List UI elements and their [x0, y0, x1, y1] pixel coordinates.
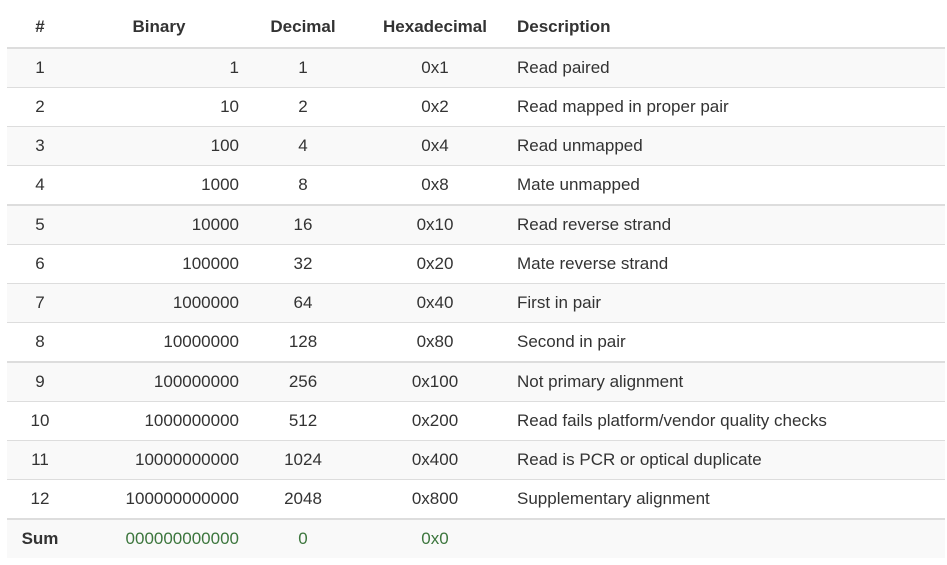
table-header: # Binary Decimal Hexadecimal Description	[7, 7, 945, 49]
sum-description-empty	[509, 518, 945, 558]
header-description: Description	[509, 7, 945, 49]
cell-hex: 0x800	[361, 479, 509, 519]
cell-hex: 0x1	[361, 47, 509, 88]
cell-num: 7	[7, 283, 73, 323]
table-row[interactable]: 10 1000000000 512 0x200 Read fails platf…	[7, 401, 945, 441]
cell-num: 10	[7, 401, 73, 441]
cell-description: Second in pair	[509, 322, 945, 362]
cell-decimal: 1	[245, 47, 361, 88]
cell-description: Read paired	[509, 47, 945, 88]
table-row[interactable]: 6 100000 32 0x20 Mate reverse strand	[7, 244, 945, 284]
cell-hex: 0x40	[361, 283, 509, 323]
cell-hex: 0x400	[361, 440, 509, 480]
cell-decimal: 4	[245, 126, 361, 166]
cell-binary: 10	[73, 87, 245, 127]
cell-decimal: 64	[245, 283, 361, 323]
cell-num: 6	[7, 244, 73, 284]
cell-hex: 0x80	[361, 322, 509, 362]
table-row[interactable]: 9 100000000 256 0x100 Not primary alignm…	[7, 361, 945, 402]
table-row[interactable]: 2 10 2 0x2 Read mapped in proper pair	[7, 87, 945, 127]
cell-binary: 1000000	[73, 283, 245, 323]
cell-description: Mate reverse strand	[509, 244, 945, 284]
header-row: # Binary Decimal Hexadecimal Description	[7, 7, 945, 49]
cell-num: 9	[7, 361, 73, 402]
cell-description: Read unmapped	[509, 126, 945, 166]
cell-decimal: 16	[245, 204, 361, 245]
sum-hex: 0x0	[361, 518, 509, 558]
cell-binary: 10000000000	[73, 440, 245, 480]
sum-decimal: 0	[245, 518, 361, 558]
cell-decimal: 8	[245, 165, 361, 205]
sum-row: Sum 000000000000 0 0x0	[7, 518, 945, 558]
table-row[interactable]: 7 1000000 64 0x40 First in pair	[7, 283, 945, 323]
cell-decimal: 1024	[245, 440, 361, 480]
table-body: 1 1 1 0x1 Read paired 2 10 2 0x2 Read ma…	[7, 47, 945, 558]
cell-num: 4	[7, 165, 73, 205]
cell-hex: 0x4	[361, 126, 509, 166]
cell-decimal: 256	[245, 361, 361, 402]
sam-flag-table: # Binary Decimal Hexadecimal Description…	[7, 7, 945, 558]
table-row[interactable]: 12 100000000000 2048 0x800 Supplementary…	[7, 479, 945, 519]
header-decimal: Decimal	[245, 7, 361, 49]
table-row[interactable]: 8 10000000 128 0x80 Second in pair	[7, 322, 945, 362]
cell-num: 11	[7, 440, 73, 480]
cell-description: Read is PCR or optical duplicate	[509, 440, 945, 480]
cell-num: 1	[7, 47, 73, 88]
cell-hex: 0x2	[361, 87, 509, 127]
cell-binary: 100000000000	[73, 479, 245, 519]
cell-binary: 1000	[73, 165, 245, 205]
cell-description: Not primary alignment	[509, 361, 945, 402]
table-row[interactable]: 5 10000 16 0x10 Read reverse strand	[7, 204, 945, 245]
cell-hex: 0x8	[361, 165, 509, 205]
table-row[interactable]: 11 10000000000 1024 0x400 Read is PCR or…	[7, 440, 945, 480]
cell-hex: 0x200	[361, 401, 509, 441]
cell-hex: 0x100	[361, 361, 509, 402]
cell-description: Read fails platform/vendor quality check…	[509, 401, 945, 441]
cell-decimal: 512	[245, 401, 361, 441]
header-num: #	[7, 7, 73, 49]
cell-num: 2	[7, 87, 73, 127]
cell-description: Supplementary alignment	[509, 479, 945, 519]
header-binary: Binary	[73, 7, 245, 49]
cell-decimal: 2048	[245, 479, 361, 519]
cell-num: 8	[7, 322, 73, 362]
cell-hex: 0x10	[361, 204, 509, 245]
cell-binary: 1000000000	[73, 401, 245, 441]
table-row[interactable]: 4 1000 8 0x8 Mate unmapped	[7, 165, 945, 205]
cell-binary: 1	[73, 47, 245, 88]
header-hex: Hexadecimal	[361, 7, 509, 49]
sum-label: Sum	[7, 518, 73, 558]
cell-description: Read mapped in proper pair	[509, 87, 945, 127]
cell-binary: 100000	[73, 244, 245, 284]
cell-num: 3	[7, 126, 73, 166]
cell-description: First in pair	[509, 283, 945, 323]
table-row[interactable]: 1 1 1 0x1 Read paired	[7, 47, 945, 88]
cell-description: Mate unmapped	[509, 165, 945, 205]
table-row[interactable]: 3 100 4 0x4 Read unmapped	[7, 126, 945, 166]
sum-binary: 000000000000	[73, 518, 245, 558]
cell-num: 12	[7, 479, 73, 519]
cell-num: 5	[7, 204, 73, 245]
cell-binary: 100	[73, 126, 245, 166]
cell-decimal: 2	[245, 87, 361, 127]
cell-binary: 10000	[73, 204, 245, 245]
cell-binary: 100000000	[73, 361, 245, 402]
cell-hex: 0x20	[361, 244, 509, 284]
cell-decimal: 128	[245, 322, 361, 362]
cell-binary: 10000000	[73, 322, 245, 362]
flag-table-container: # Binary Decimal Hexadecimal Description…	[7, 7, 945, 558]
cell-description: Read reverse strand	[509, 204, 945, 245]
cell-decimal: 32	[245, 244, 361, 284]
